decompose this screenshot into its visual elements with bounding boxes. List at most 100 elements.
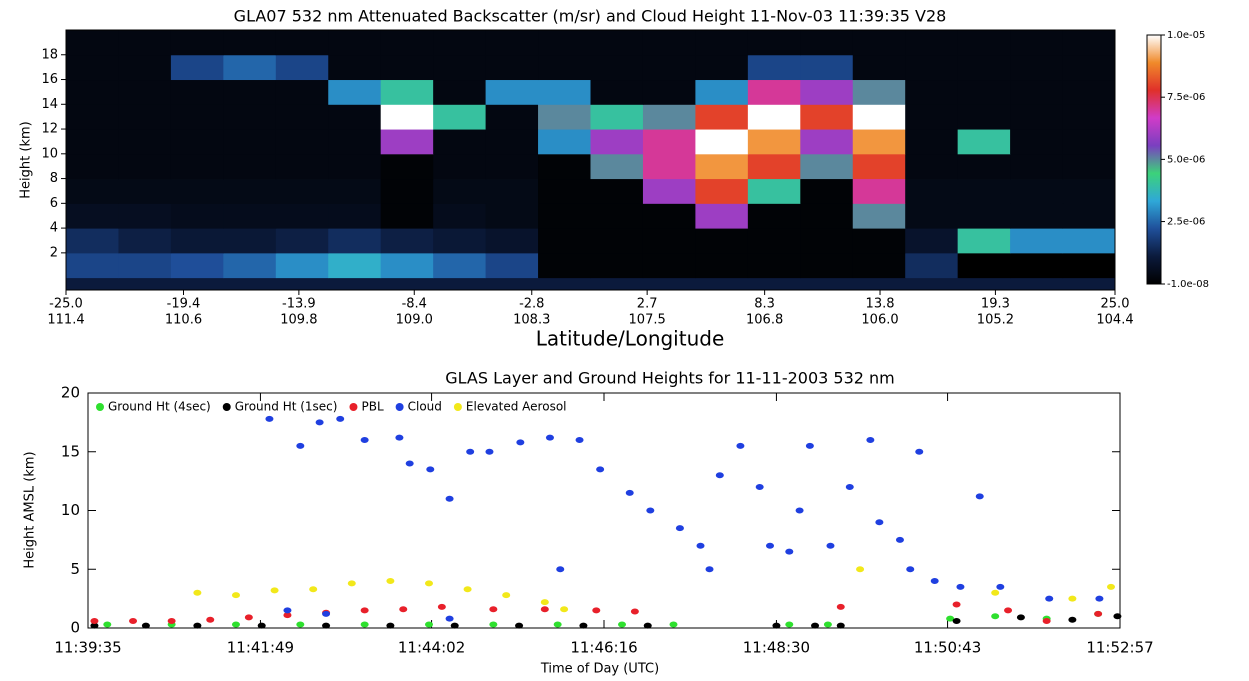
data-point [952,617,961,624]
heat-cell [852,153,906,180]
data-point [1095,595,1104,602]
lon-tick-label: 107.5 [629,313,666,328]
heat-cell [695,54,749,81]
heat-cell [118,104,172,130]
heat-cell [695,178,749,204]
data-point [193,622,202,629]
heat-cell [538,129,591,155]
heat-cell [905,178,959,204]
colorbar [1146,34,1162,285]
x-tick-label: 11:44:02 [398,639,465,657]
heat-cell [433,228,487,254]
data-point [489,621,498,628]
heat-cell [66,104,119,130]
heat-cell [852,54,906,81]
data-point [736,442,745,449]
legend-swatch [222,403,231,411]
heat-cell [590,30,644,56]
heat-cell [223,203,277,229]
heat-cell [1010,129,1064,155]
heat-cell [695,79,749,105]
heat-cell [170,104,224,130]
colorbar-tick-label: 5.0e-06 [1167,154,1205,165]
heat-cell [170,30,224,56]
legend-swatch [349,403,358,411]
heat-cell [800,104,854,130]
data-point [1004,607,1013,614]
heat-cell [485,203,539,229]
heat-cell [905,153,959,180]
data-point [643,622,652,629]
heat-cell [328,54,382,81]
heat-cell [957,178,1011,204]
data-point [1042,617,1051,624]
data-point [257,622,266,629]
heat-cell [957,228,1011,254]
data-point [90,622,99,629]
plot-frame [65,29,1116,291]
bottom-y-label: Height AMSL (km) [23,451,38,568]
data-point [270,587,279,594]
heat-cell [905,129,959,155]
heat-cell [275,104,329,130]
heat-cell [852,203,906,229]
heat-cell [328,79,382,105]
data-point [956,583,965,590]
heat-cell [957,203,1011,229]
heat-cell [747,129,801,155]
heat-cell [852,178,906,204]
legend-swatch [453,403,462,411]
heat-cell [170,203,224,229]
data-point [952,601,961,608]
heat-cell [590,178,644,204]
heat-cell [1062,203,1116,229]
heat-cell [538,178,591,204]
y-tick-label: 8 [50,171,58,186]
lon-tick-label: 109.0 [396,313,433,328]
lon-tick-label: 104.4 [1096,313,1133,328]
lon-tick-label: 106.8 [746,313,783,328]
heat-cell [642,129,696,155]
lon-tick-label: 111.4 [47,313,84,328]
heat-cell [328,178,382,204]
heat-cell [66,54,119,81]
heat-cell [905,104,959,130]
data-point [283,607,292,614]
data-point [322,622,331,629]
heat-cell [642,153,696,180]
heat-cell [170,54,224,81]
data-point [560,606,569,613]
heat-cell [590,129,644,155]
heat-cell [328,203,382,229]
data-point [545,434,554,441]
heat-cell [380,203,434,229]
data-point [1113,613,1122,620]
heat-cell [275,203,329,229]
heat-cell [590,104,644,130]
data-point [502,592,511,599]
heat-cell [170,153,224,180]
heat-cell [695,252,749,279]
heat-cell [642,30,696,56]
heat-cell [170,178,224,204]
lon-tick-label: 105.2 [977,313,1014,328]
y-tick-label: 4 [50,221,58,236]
heat-cell [328,252,382,279]
heat-cell [957,252,1011,279]
data-point [592,607,601,614]
heat-cell [852,228,906,254]
x-tick-label: 8.3 [754,297,775,312]
heat-cell [642,54,696,81]
data-point [826,542,835,549]
data-point [785,621,794,628]
colorbar-tick-label: 1.0e-05 [1167,30,1205,41]
x-tick-label: 11:39:35 [54,639,121,657]
heat-cell [118,178,172,204]
heat-cell [957,129,1011,155]
heat-cell [118,153,172,180]
heat-cell [433,54,487,81]
data-point [103,621,112,628]
data-point [836,603,845,610]
data-point [930,578,939,584]
